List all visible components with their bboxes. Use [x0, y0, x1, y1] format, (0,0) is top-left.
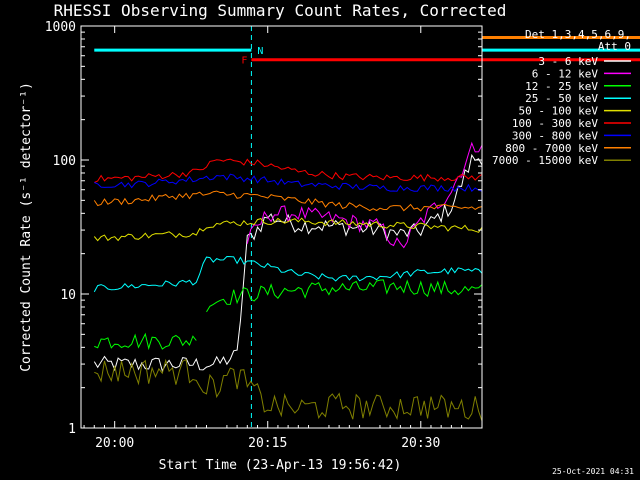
- y-axis-label: Corrected Count Rate (s⁻¹ detector⁻¹): [19, 82, 34, 372]
- series-line-12-25-kev: [94, 332, 197, 351]
- legend-label-800-7000-kev: 800 - 7000 keV: [505, 142, 598, 155]
- series-line-100-300-kev: [94, 158, 482, 183]
- series-line-6-12-kev: [246, 141, 482, 249]
- footer-date: 25-Oct-2021 04:31: [552, 467, 634, 476]
- legend-label-50-100-kev: 50 - 100 keV: [519, 105, 599, 118]
- chart-title: RHESSI Observing Summary Count Rates, Co…: [54, 1, 507, 20]
- y-axis: 1 10 100 1000: [45, 20, 482, 437]
- legend-label-300-800-kev: 300 - 800 keV: [512, 129, 598, 142]
- x-tick-label: 20:00: [95, 436, 134, 451]
- series-line-300-800-kev: [94, 173, 482, 193]
- series-line-25-50-kev: [93, 255, 482, 293]
- series-line-50-100-kev: [93, 217, 482, 242]
- series-line-7000-15000-kev: [94, 358, 482, 423]
- legend-header-line-2: Att 0: [598, 40, 631, 53]
- legend-label-25-50-kev: 25 - 50 keV: [525, 92, 598, 105]
- series-line-3-6-kev: [93, 153, 482, 373]
- plot-frame: [80, 25, 483, 429]
- legend-label-7000-15000-kev: 7000 - 15000 keV: [492, 154, 598, 167]
- legend-header-line-1: Det 1,3,4,5,6,9,: [525, 28, 631, 41]
- y-tick-label: 1: [68, 422, 76, 437]
- night-label: N: [257, 46, 263, 57]
- legend-label-12-25-kev: 12 - 25 keV: [525, 80, 598, 93]
- series-line-800-7000-kev: [93, 190, 482, 212]
- y-tick-label: 1000: [45, 20, 76, 35]
- x-tick-label: 20:30: [401, 436, 440, 451]
- legend-label-6-12-kev: 6 - 12 keV: [532, 67, 599, 80]
- x-axis-label: Start Time (23-Apr-13 19:56:42): [159, 458, 402, 473]
- x-axis: 20:00 20:15 20:30: [83, 26, 483, 451]
- legend-label-3-6-kev: 3 - 6 keV: [538, 55, 598, 68]
- y-tick-label: 10: [60, 288, 76, 303]
- flare-label: F: [241, 56, 247, 67]
- series-line-12-25-kev: [206, 279, 482, 313]
- x-tick-label: 20:15: [248, 436, 287, 451]
- y-tick-label: 100: [53, 154, 76, 169]
- legend-label-100-300-kev: 100 - 300 keV: [512, 117, 598, 130]
